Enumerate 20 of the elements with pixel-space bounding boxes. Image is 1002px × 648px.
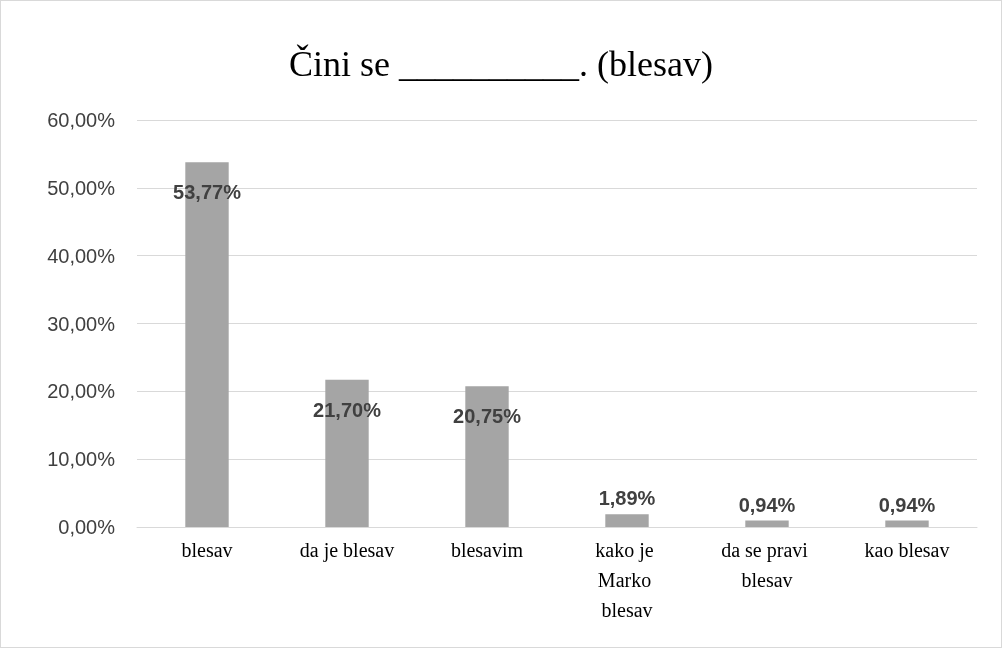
data-label: 1,89% (598, 487, 656, 510)
x-tick-label: da se pravi blesav (721, 539, 813, 591)
bar (885, 520, 929, 527)
bar (745, 520, 789, 527)
y-tick-label: 50,00% (47, 176, 116, 199)
x-tick-label: kako je Marko blesav (595, 539, 659, 621)
bar (605, 514, 649, 527)
y-tick-label: 10,00% (47, 448, 116, 471)
y-tick-label: 30,00% (47, 312, 116, 335)
x-tick-label: da je blesav (299, 539, 395, 562)
y-tick-label: 20,00% (47, 380, 116, 403)
x-tick-label: blesav (181, 539, 233, 561)
data-label: 0,94% (878, 493, 936, 516)
y-tick-label: 0,00% (58, 516, 116, 538)
x-tick-label: kao blesav (864, 539, 950, 561)
y-tick-label: 60,00% (47, 109, 116, 131)
chart-title: Čini se __________. (blesav) (289, 44, 713, 84)
x-tick-label: blesavim (450, 539, 524, 561)
y-tick-label: 40,00% (47, 244, 116, 267)
data-label: 0,94% (738, 493, 796, 516)
